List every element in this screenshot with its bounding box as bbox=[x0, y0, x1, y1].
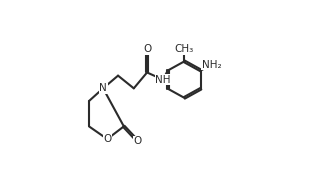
Text: N: N bbox=[99, 83, 107, 93]
Text: O: O bbox=[134, 137, 142, 146]
Text: NH: NH bbox=[155, 75, 171, 85]
Text: NH₂: NH₂ bbox=[202, 59, 221, 70]
Text: O: O bbox=[103, 134, 111, 144]
Text: CH₃: CH₃ bbox=[175, 44, 194, 55]
Text: O: O bbox=[143, 44, 151, 55]
